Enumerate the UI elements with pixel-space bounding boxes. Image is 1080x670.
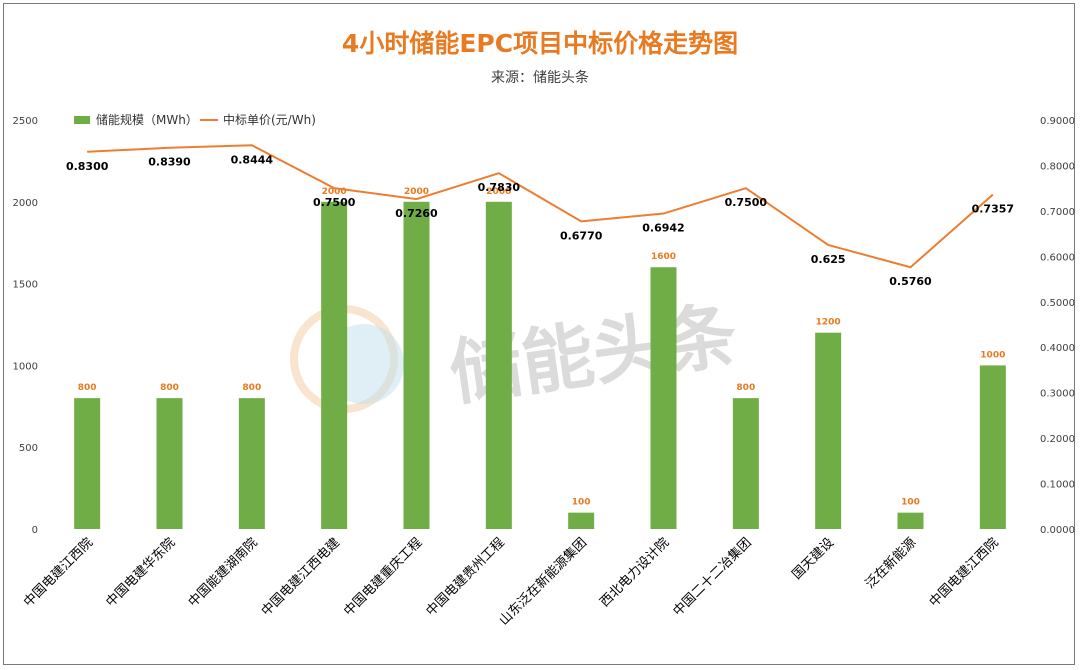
bar-data-label: 800 [78, 383, 97, 393]
category-label: 中国二十二冶集团 [670, 535, 755, 620]
line-data-label: 0.5760 [889, 275, 932, 288]
legend-line-label: 中标单价(元/Wh) [223, 112, 316, 127]
legend-bar-label: 储能规模（MWh） [96, 112, 198, 127]
legend-bar-swatch [74, 116, 90, 124]
category-label: 中国电建贵州工程 [424, 535, 508, 619]
category-label: 泛在新能源 [862, 535, 919, 592]
bar [321, 201, 348, 530]
category-label: 山东泛在新能源集团 [496, 535, 590, 629]
bar-data-label: 2000 [404, 187, 429, 197]
left-tick-label: 2000 [13, 198, 38, 209]
bar [485, 201, 512, 530]
bar-data-label: 800 [160, 383, 179, 393]
line-data-label: 0.7260 [395, 207, 438, 220]
bar-data-label: 1000 [980, 350, 1005, 360]
bar [403, 201, 430, 530]
right-tick-label: 0.8000 [1040, 161, 1075, 172]
right-tick-label: 0.4000 [1040, 343, 1075, 354]
line-data-label: 0.7357 [972, 203, 1014, 216]
line-data-label: 0.8390 [148, 156, 191, 169]
left-tick-label: 1500 [13, 280, 38, 291]
line-data-label: 0.8444 [231, 153, 274, 166]
category-label: 中国电建江西院 [927, 535, 1002, 610]
right-tick-label: 0.6000 [1040, 252, 1075, 263]
chart-subtitle: 来源：储能头条 [491, 69, 589, 86]
left-tick-label: 2500 [13, 116, 38, 127]
left-tick-label: 0 [32, 525, 38, 536]
line-data-label: 0.6942 [642, 222, 684, 235]
category-label: 中国电建华东院 [103, 535, 178, 610]
category-label: 西北电力设计院 [597, 535, 672, 610]
left-tick-label: 500 [19, 443, 38, 454]
bar-series: 800 800 800 2000 2000 2000 100 1600 800 1200 100 10… [74, 187, 1006, 530]
bar [74, 398, 101, 529]
category-axis: 中国电建江西院 中国电建华东院 中国能建湖南院中国电建江西电建中国电建重庆工程中国电… [21, 535, 1002, 629]
bar [979, 365, 1006, 529]
line-data-label: 0.6770 [560, 229, 603, 242]
right-tick-label: 0.1000 [1040, 480, 1075, 491]
right-tick-label: 0.3000 [1040, 389, 1075, 400]
bar [238, 398, 265, 529]
bar-data-label: 100 [901, 498, 920, 508]
bar-data-label: 1600 [651, 252, 676, 262]
left-tick-label: 1000 [13, 361, 38, 372]
left-axis: 0 500 1000 1500 2000 2500 [13, 116, 38, 536]
right-tick-label: 0.9000 [1040, 116, 1075, 127]
right-tick-label: 0.2000 [1040, 434, 1075, 445]
bar [568, 512, 595, 529]
bar [815, 332, 842, 529]
category-label: 中国电建江西院 [21, 535, 96, 610]
right-tick-label: 0.7000 [1040, 207, 1075, 218]
bar [897, 512, 924, 529]
line-data-label: 0.7500 [725, 196, 768, 209]
category-label: 中国能建湖南院 [185, 535, 261, 611]
bar-data-label: 2000 [322, 187, 347, 197]
line-data-label: 0.8300 [66, 160, 109, 173]
chart-frame: 储能头条 4小时储能EPC项目中标价格走势图 来源：储能头条 储能规模（MWh）… [3, 3, 1075, 665]
bar [156, 398, 183, 529]
category-label: 中国电建重庆工程 [340, 535, 425, 620]
combo-chart: 储能头条 4小时储能EPC项目中标价格走势图 来源：储能头条 储能规模（MWh）… [13, 29, 1075, 629]
right-axis: 0.0000 0.1000 0.2000 0.3000 0.4000 0.5000 0.60… [1040, 116, 1075, 536]
category-label: 中国电建江西电建 [259, 535, 343, 619]
right-tick-label: 0.5000 [1040, 298, 1075, 309]
line-data-label: 0.625 [811, 253, 846, 266]
legend: 储能规模（MWh） 中标单价(元/Wh) [74, 112, 316, 127]
right-tick-label: 0.0000 [1040, 525, 1075, 536]
bar [732, 398, 759, 529]
price-line [87, 144, 994, 269]
line-series: 0.8300 0.8390 0.8444 0.7500 0.7260 0.7830 0.67… [66, 144, 1014, 288]
category-label: 国天建设 [790, 535, 837, 582]
bar [650, 267, 677, 529]
bar-data-label: 2000 [486, 187, 511, 197]
bar-data-label: 1200 [816, 318, 841, 328]
line-data-label: 0.7830 [478, 181, 521, 194]
bar-data-label: 800 [736, 383, 755, 393]
bar-data-label: 100 [572, 498, 591, 508]
bar-data-label: 800 [242, 383, 261, 393]
chart-title: 4小时储能EPC项目中标价格走势图 [342, 29, 738, 58]
line-data-label: 0.7500 [313, 196, 356, 209]
